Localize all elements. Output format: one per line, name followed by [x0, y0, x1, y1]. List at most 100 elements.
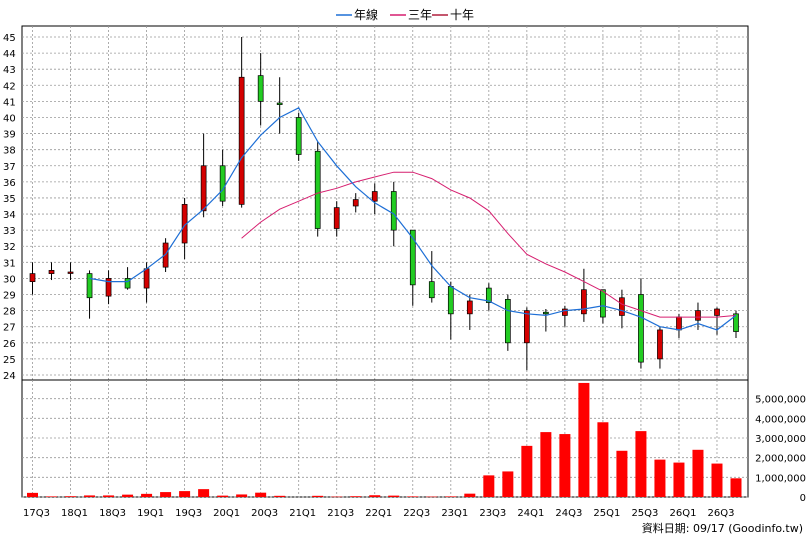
x-tick-label: 20Q1 — [213, 508, 240, 519]
x-tick-label: 18Q3 — [99, 508, 126, 519]
candle-body — [86, 273, 93, 299]
volume-bar — [198, 489, 210, 497]
candle-body — [67, 271, 74, 274]
volume-bar — [464, 493, 476, 497]
x-tick-label: 22Q3 — [403, 508, 430, 519]
volume-bar — [65, 496, 77, 497]
candle-body — [466, 300, 473, 315]
volume-bar — [103, 495, 115, 497]
x-tick-label: 26Q1 — [669, 508, 696, 519]
candle-body — [581, 289, 587, 315]
volume-bar — [635, 431, 647, 497]
legend-10y-label: 十年 — [450, 8, 474, 22]
candle-body — [219, 165, 226, 202]
price-tick-label: 28 — [3, 307, 16, 318]
volume-tick-label: 3,000,000 — [755, 434, 806, 445]
volume-bar — [711, 463, 723, 497]
candle-body — [238, 76, 245, 205]
x-tick-label: 18Q1 — [61, 508, 88, 519]
price-tick-label: 36 — [3, 178, 16, 189]
volume-bar — [407, 496, 419, 497]
volume-bar — [559, 434, 571, 497]
candle-body — [162, 242, 169, 268]
volume-bar — [331, 496, 343, 498]
year-ma-line — [89, 107, 737, 331]
candle-body — [638, 294, 644, 363]
volume-bar — [578, 382, 590, 497]
volume-tick-label: 5,000,000 — [755, 395, 806, 406]
volume-bar — [179, 491, 191, 497]
legend: 年線 三年 十年 — [336, 7, 474, 22]
candle-body — [409, 229, 416, 286]
volume-bar — [141, 493, 153, 497]
volume-tick-label: 1,000,000 — [755, 473, 806, 484]
price-tick-label: 44 — [3, 49, 16, 60]
candle-body — [124, 278, 131, 289]
x-tick-label: 23Q3 — [479, 508, 506, 519]
price-tick-label: 45 — [3, 33, 16, 44]
volume-bar — [502, 471, 514, 497]
volume-bar — [540, 432, 552, 497]
volume-bars — [27, 382, 742, 498]
volume-bar — [160, 492, 172, 497]
x-tick-label: 26Q3 — [708, 508, 735, 519]
candle-body — [257, 75, 264, 102]
volume-tick-label: 0 — [800, 493, 806, 504]
x-tick-label: 21Q1 — [289, 508, 316, 519]
volume-bar — [692, 449, 704, 497]
candle-body — [29, 273, 36, 282]
volume-bar — [27, 492, 38, 497]
volume-bar — [274, 495, 286, 497]
x-tick-label: 19Q1 — [137, 508, 164, 519]
candle-body — [504, 299, 511, 344]
candle-body — [105, 278, 112, 297]
x-tick-label: 17Q3 — [23, 508, 50, 519]
x-tick-label: 21Q3 — [327, 508, 354, 519]
volume-bar — [445, 496, 457, 497]
candle-body — [200, 165, 207, 212]
candle-body — [524, 310, 530, 344]
data-date-credit: 資料日期: 09/17 (Goodinfo.tw) — [642, 521, 803, 535]
volume-tick-label: 2,000,000 — [755, 454, 806, 465]
x-axis: 17Q3 18Q1 18Q3 19Q1 19Q3 20Q1 20Q3 21Q1 21Q3 22Q1… — [23, 508, 734, 519]
legend-year-label: 年線 — [354, 7, 378, 22]
volume-bar — [350, 496, 362, 497]
candle-body — [447, 286, 454, 315]
x-tick-label: 25Q3 — [631, 508, 658, 519]
price-y-axis: 24 25 26 27 28 29 30 31 32 33 34 35 36 37 38 39 40 41 42 43… — [3, 33, 16, 382]
price-tick-label: 29 — [3, 291, 16, 302]
price-tick-label: 37 — [3, 162, 16, 173]
volume-tick-label: 4,000,000 — [755, 414, 806, 425]
candle-body — [695, 310, 701, 321]
candle-body — [314, 150, 321, 229]
candle-body — [371, 191, 378, 202]
candle-body — [600, 289, 606, 318]
x-tick-label: 19Q3 — [175, 508, 202, 519]
price-tick-label: 27 — [3, 323, 16, 334]
volume-bar — [654, 459, 666, 497]
volume-bar — [521, 445, 533, 497]
volume-bar — [426, 496, 438, 498]
volume-bar — [616, 450, 628, 497]
three-year-ma-line — [241, 171, 737, 318]
price-tick-label: 34 — [3, 210, 16, 221]
candle-body — [676, 316, 682, 331]
x-tick-label: 24Q3 — [555, 508, 582, 519]
candle-body — [733, 313, 739, 332]
candle-body — [352, 199, 359, 207]
volume-bar — [597, 422, 609, 497]
candle-body — [543, 311, 549, 315]
volume-bar — [369, 495, 381, 497]
volume-y-axis: 0 1,000,000 2,000,000 3,000,000 4,000,000 5,0… — [755, 395, 806, 504]
x-tick-label: 23Q1 — [441, 508, 468, 519]
legend-3y-label: 三年 — [408, 8, 432, 22]
price-tick-label: 31 — [3, 258, 16, 269]
price-tick-label: 41 — [3, 97, 16, 108]
x-tick-label: 24Q1 — [517, 508, 544, 519]
candle-body — [562, 308, 568, 316]
candle-body — [143, 268, 150, 289]
price-tick-label: 32 — [3, 242, 16, 253]
candle-body — [295, 117, 302, 155]
price-tick-label: 24 — [3, 371, 16, 382]
